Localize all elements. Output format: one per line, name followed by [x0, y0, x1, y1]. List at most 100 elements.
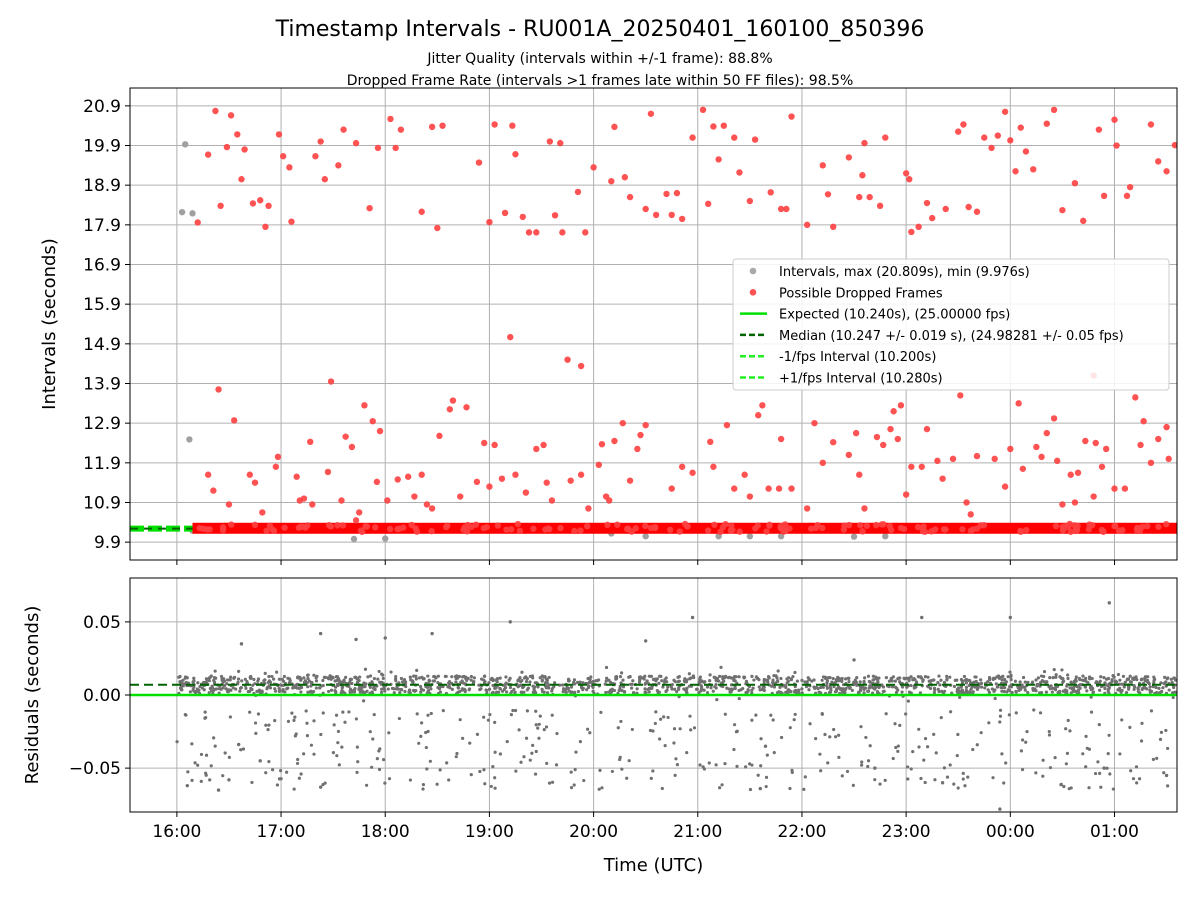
residual-point — [441, 709, 445, 713]
residual-point — [275, 783, 280, 787]
residual-point — [643, 690, 647, 694]
y-axis-label: Intervals (seconds) — [39, 238, 60, 410]
dropped-frame-point — [394, 476, 401, 483]
residual-point — [227, 778, 231, 782]
residual-point — [866, 689, 870, 693]
residual-point — [615, 676, 619, 681]
residual-point — [368, 685, 372, 689]
residual-point — [688, 714, 692, 718]
dropped-frame-point — [557, 139, 564, 147]
residual-point — [248, 710, 252, 714]
residual-point — [387, 731, 391, 735]
residual-point — [705, 685, 710, 689]
residual-point — [961, 777, 965, 781]
residual-point — [1104, 677, 1109, 681]
residual-point — [550, 713, 554, 717]
residual-point — [739, 688, 743, 692]
residual-point — [387, 777, 392, 781]
dropped-frame-point — [376, 427, 384, 435]
dropped-frame-point — [275, 131, 283, 138]
residual-point — [278, 683, 283, 687]
dropped-frame-point — [338, 497, 345, 504]
dropped-frame-point — [522, 489, 530, 496]
dropped-frame-point — [1113, 142, 1120, 149]
dropped-frame-point — [212, 107, 219, 115]
residual-point — [309, 689, 313, 693]
dropped-frame-point — [483, 523, 490, 531]
residual-point — [772, 674, 776, 678]
residual-point — [1118, 678, 1122, 682]
residual-point — [1113, 679, 1117, 683]
residual-point — [192, 679, 196, 683]
dropped-frame-point — [494, 522, 502, 529]
residual-point — [183, 675, 188, 679]
dropped-frame-point — [473, 478, 481, 486]
residual-point — [1120, 682, 1124, 686]
residual-point — [1132, 685, 1137, 689]
residual-point — [1044, 690, 1049, 694]
residual-point — [534, 723, 538, 727]
dropped-frame-point — [583, 522, 591, 530]
residual-point — [297, 776, 301, 780]
residual-point — [979, 731, 983, 735]
dropped-frame-point — [548, 497, 556, 504]
residual-point — [953, 678, 957, 682]
dropped-frame-point — [819, 162, 826, 169]
residual-point — [1035, 684, 1039, 688]
residual-point — [819, 769, 823, 773]
residual-point — [909, 683, 913, 688]
residual-point — [436, 674, 441, 678]
dropped-frame-point — [859, 172, 866, 179]
residual-point — [844, 686, 848, 691]
plot-frame — [129, 577, 1178, 813]
residual-point — [239, 642, 244, 646]
residual-point — [900, 690, 904, 694]
residual-point — [354, 717, 358, 721]
residual-point — [1071, 689, 1076, 694]
residual-point — [363, 690, 367, 695]
residual-point — [194, 690, 198, 694]
residual-point — [708, 673, 712, 677]
residual-point — [258, 690, 262, 694]
residual-point — [252, 677, 256, 682]
dropped-frame-point — [1147, 459, 1155, 467]
residual-point — [350, 681, 354, 686]
residual-point — [460, 687, 464, 691]
residual-point — [619, 681, 623, 685]
residual-point — [336, 741, 340, 745]
residual-point — [256, 677, 261, 681]
residual-point — [1007, 713, 1011, 717]
residual-point — [302, 752, 306, 756]
residual-point — [859, 687, 863, 691]
residual-point — [477, 683, 481, 687]
residual-point — [651, 729, 655, 733]
residual-point — [480, 677, 484, 681]
residual-point — [1152, 681, 1156, 685]
residual-point — [690, 615, 695, 620]
residual-point — [893, 679, 897, 683]
residual-point — [793, 670, 797, 675]
dropped-frame-point — [736, 169, 743, 176]
residual-point — [543, 675, 547, 679]
residual-point — [267, 723, 271, 727]
dropped-frame-point — [928, 528, 935, 535]
residual-point — [655, 677, 659, 681]
residual-point — [368, 730, 372, 734]
residual-point — [975, 743, 979, 747]
dropped-frame-point — [1155, 523, 1162, 530]
residual-point — [1002, 689, 1006, 694]
residual-point — [826, 675, 831, 680]
residual-point — [700, 679, 704, 683]
residual-point — [1034, 771, 1038, 775]
residual-point — [1123, 680, 1127, 684]
residual-point — [445, 761, 449, 765]
y-tick-label: −0.05 — [69, 759, 121, 779]
residual-point — [286, 686, 290, 690]
residual-point — [1006, 675, 1010, 679]
residual-point — [964, 677, 969, 682]
residual-point — [456, 685, 460, 689]
dropped-frame-point — [777, 205, 785, 213]
residual-point — [196, 681, 200, 685]
residual-point — [399, 676, 404, 681]
residual-point — [867, 686, 871, 690]
